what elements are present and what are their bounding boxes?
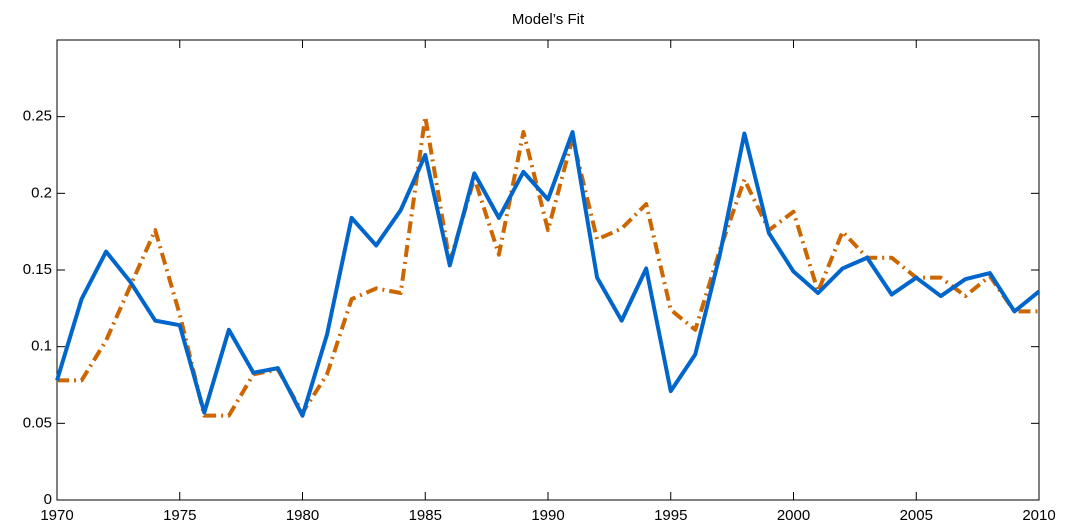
series-line (55, 130, 1041, 418)
x-tick-label: 1995 (654, 507, 687, 524)
plot-area (56, 39, 1040, 501)
y-tick-label: 0.15 (23, 261, 52, 278)
y-tick-label: 0.1 (31, 338, 52, 355)
y-tick-label: 0.25 (23, 108, 52, 125)
chart-title: Model’s Fit (512, 11, 585, 28)
series-line (57, 114, 1039, 418)
x-tick-label: 2005 (900, 507, 933, 524)
y-tick-label: 0.2 (31, 184, 52, 201)
x-tick-label: 2010 (1022, 507, 1055, 524)
x-tick-label: 1980 (286, 507, 319, 524)
x-tick-label: 1975 (163, 507, 196, 524)
y-tick-label: 0 (44, 491, 52, 508)
x-tick-label: 1985 (409, 507, 442, 524)
y-tick-label: 0.05 (23, 414, 52, 431)
x-tick-label: 2000 (777, 507, 810, 524)
x-tick-label: 1990 (531, 507, 564, 524)
x-tick-label: 1970 (40, 507, 73, 524)
